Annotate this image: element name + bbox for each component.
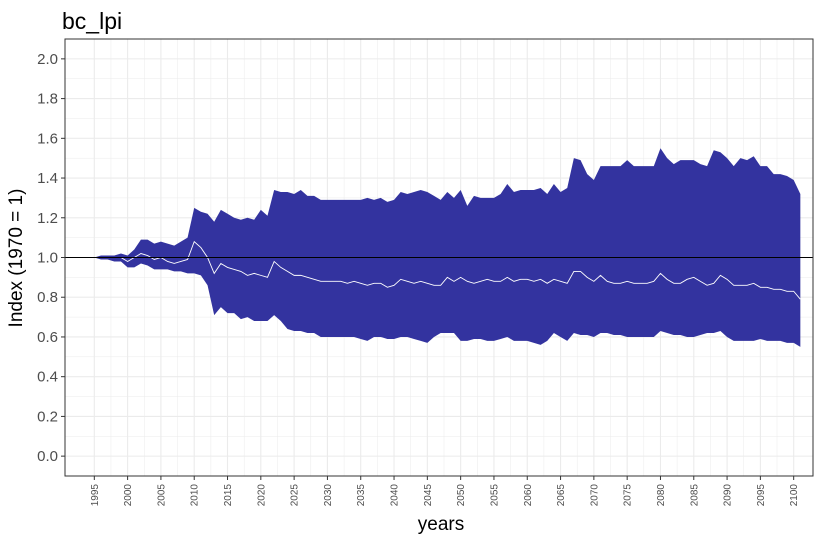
x-tick-label: 2015 (223, 484, 234, 507)
y-tick-label: 1.8 (37, 91, 58, 108)
x-tick-label: 2065 (556, 484, 567, 507)
x-tick-label: 2060 (523, 484, 534, 507)
x-tick-label: 2030 (323, 484, 334, 507)
y-tick-label: 0.2 (37, 408, 58, 425)
x-axis-title: years (418, 514, 464, 535)
y-tick-label: 0.4 (37, 369, 58, 386)
index-line (94, 240, 801, 300)
x-tick-label: 2040 (390, 484, 401, 507)
x-tick-label: 2100 (789, 484, 800, 507)
y-tick-label: 0.0 (37, 448, 58, 465)
chart-title: bc_lpi (62, 8, 122, 34)
y-tick-label: 1.6 (37, 130, 58, 147)
x-tick-label: 2085 (689, 484, 700, 507)
y-tick-label: 1.4 (37, 170, 58, 187)
x-tick-label: 2075 (623, 484, 634, 507)
x-tick-label: 2035 (356, 484, 367, 507)
y-axis: 0.0 0.2 0.4 0.6 0.8 1.0 1.2 1.4 1.6 1.8 2.0 (37, 51, 65, 465)
x-tick-label: 2080 (656, 484, 667, 507)
x-tick-label: 1995 (90, 484, 101, 507)
x-tick-label: 2050 (456, 484, 467, 507)
x-tick-label: 2020 (256, 484, 267, 507)
x-tick-label: 2000 (123, 484, 134, 507)
y-axis-title: Index (1970 = 1) (6, 189, 27, 328)
x-tick-label: 2010 (190, 484, 201, 507)
x-tick-label: 2055 (489, 484, 500, 507)
x-tick-label: 2045 (423, 484, 434, 507)
y-tick-label: 1.0 (37, 250, 58, 267)
confidence-band (94, 148, 801, 347)
x-tick-label: 2070 (589, 484, 600, 507)
y-tick-label: 2.0 (37, 51, 58, 68)
x-tick-label: 2005 (156, 484, 167, 507)
x-tick-label: 2095 (756, 484, 767, 507)
y-tick-label: 1.2 (37, 210, 58, 227)
x-tick-label: 2025 (290, 484, 301, 507)
y-tick-label: 0.8 (37, 289, 58, 306)
x-tick-label: 2090 (723, 484, 734, 507)
x-axis: 1995 2000 2005 2010 2015 2020 2025 2030 2035 2040… (90, 476, 800, 506)
y-tick-label: 0.6 (37, 329, 58, 346)
